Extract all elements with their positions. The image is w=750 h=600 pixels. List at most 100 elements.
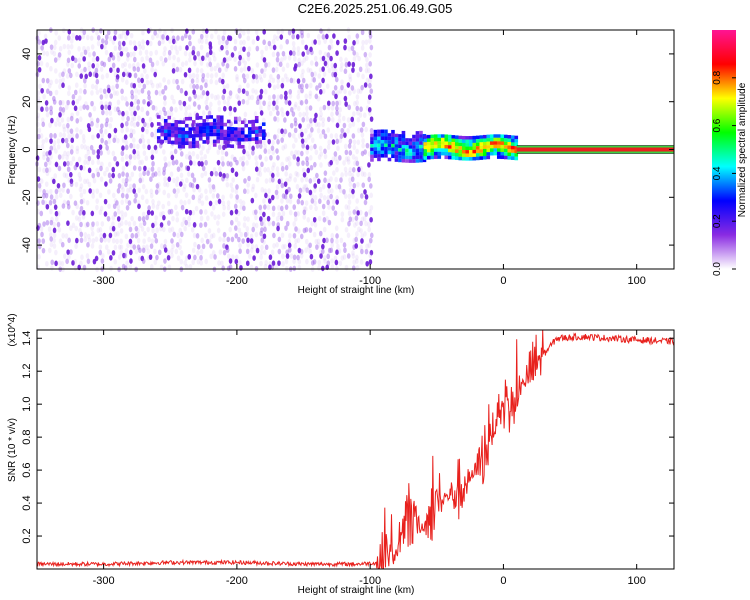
spectrogram-noise-cell	[338, 155, 342, 161]
spectrogram-noise-cell	[47, 226, 52, 232]
spectrogram-noise-cell	[347, 220, 351, 227]
spectrogram-noise-cell	[49, 65, 53, 72]
spectrogram-noise-cell	[95, 89, 100, 95]
spectrogram-noise-cell	[276, 225, 280, 232]
spectrogram-noise-cell	[191, 45, 196, 52]
spectrogram-noise-cell	[99, 205, 104, 212]
spectrogram-feature-cell	[451, 135, 456, 139]
spectrogram-feature-cell	[496, 134, 501, 138]
spectrogram-noise-cell	[100, 60, 104, 67]
spectrogram-noise-cell	[146, 209, 151, 216]
spectrogram-feature-cell	[240, 120, 245, 125]
spectrogram-noise-cell	[102, 61, 107, 68]
spectrogram-noise-cell	[61, 137, 65, 144]
spectrogram-noise-cell	[322, 104, 327, 111]
spectrogram-noise-cell	[153, 30, 157, 36]
spectrogram-feature-cell	[233, 120, 238, 124]
spectrogram-noise-cell	[157, 249, 162, 256]
spectrogram-noise-cell	[267, 188, 271, 194]
spectrogram-noise-cell	[103, 44, 107, 50]
spectrogram-feature-cell	[195, 116, 200, 120]
spectrogram-features	[156, 115, 519, 163]
spectrogram-noise-cell	[209, 139, 214, 146]
spectrogram-noise-cell	[186, 165, 191, 172]
spectrogram-noise-cell	[195, 67, 200, 74]
spectrogram-noise-cell	[74, 181, 79, 188]
spectrogram-feature-cell	[380, 129, 385, 134]
spectrogram-noise-cell	[60, 99, 65, 106]
spectrogram-noise-cell	[209, 78, 214, 85]
spectrogram-noise-cell	[360, 45, 365, 51]
spectrogram-noise-cell	[138, 177, 143, 184]
spectrogram-noise-cell	[271, 149, 275, 156]
spectrogram-feature-cell	[195, 140, 200, 145]
spectrogram-noise-cell	[53, 39, 58, 46]
spectrogram-noise-cell	[49, 132, 53, 139]
spectrogram-noise-cell	[140, 255, 145, 262]
spectrogram-noise-cell	[73, 164, 78, 171]
spectrogram-noise-cell	[284, 99, 289, 105]
colorbar-tick-label: 0.8	[712, 70, 723, 84]
spectrogram-noise-cell	[205, 238, 210, 245]
spectrogram-noise-cell	[111, 250, 116, 256]
spectrogram-noise-cell	[81, 198, 86, 204]
spectrogram-feature-cell	[156, 136, 161, 140]
spectrogram-noise-cell	[279, 44, 283, 50]
spectrogram-feature-cell	[384, 147, 388, 151]
spectrogram-noise-cell	[216, 149, 221, 155]
spectrogram-noise-cell	[197, 104, 201, 110]
spectrogram-feature-cell	[422, 158, 427, 163]
spectrogram-feature-cell	[419, 148, 423, 152]
spectrogram-noise-cell	[272, 34, 277, 40]
spectrogram-noise-cell	[172, 231, 177, 238]
spectrogram-noise-cell	[83, 236, 88, 243]
spectrogram-noise-cell	[123, 252, 128, 259]
spectrogram-noise-cell	[302, 57, 307, 63]
spectrogram-noise-cell	[271, 51, 276, 58]
spectrogram-noise-cell	[344, 171, 348, 177]
spectrogram-feature-cell	[202, 126, 207, 130]
spectrogram-noise-cell	[368, 61, 372, 67]
spectrogram-noise-cell	[62, 199, 67, 206]
spectrogram-noise-cell	[209, 73, 214, 79]
spectrogram-noise-cell	[58, 99, 63, 106]
spectrogram-feature-cell	[401, 155, 406, 160]
spectrogram-noise-cell	[57, 210, 61, 217]
spectrogram-feature-cell	[230, 133, 235, 138]
spectrogram-noise-cell	[350, 172, 355, 179]
spectrogram-feature-cell	[500, 144, 505, 149]
spectrogram-noise-cell	[69, 43, 74, 50]
spectrogram-feature-cell	[500, 155, 505, 160]
spectrogram-noise-cell	[169, 106, 174, 112]
spectrogram-noise-cell	[111, 221, 115, 227]
spectrogram-noise-cell	[251, 73, 256, 80]
spectrogram-noise-cell	[132, 66, 137, 72]
spectrogram-feature-cell	[415, 145, 420, 149]
spectrogram-noise-cell	[188, 182, 193, 188]
spectrogram-noise-cell	[124, 34, 128, 40]
spectrogram-noise-cell	[154, 189, 159, 195]
spectrogram-noise-cell	[96, 133, 100, 139]
spectrogram-noise-cell	[359, 244, 363, 251]
spectrogram-noise-cell	[225, 83, 230, 89]
spectrogram-noise-cell	[233, 203, 238, 210]
spectrogram-noise-cell	[192, 89, 196, 95]
spectrogram-noise-cell	[175, 66, 180, 73]
spectrogram-noise-cell	[321, 129, 326, 135]
spectrogram-noise-cell	[226, 160, 231, 167]
spectrogram-noise-cell	[304, 247, 308, 253]
spectrogram-noise-cell	[127, 159, 132, 166]
spectrogram-feature-cell	[468, 143, 473, 147]
spectrogram-feature-cell	[394, 137, 399, 141]
spectrogram-noise-cell	[99, 128, 104, 134]
spectrogram-noise-cell	[144, 49, 149, 56]
spectrogram-noise-cell	[285, 156, 289, 163]
spectrogram-noise-cell	[182, 100, 187, 107]
spectrogram-noise-cell	[71, 260, 75, 266]
spectrogram-noise-cell	[291, 133, 296, 139]
spectrogram-noise-cell	[184, 219, 188, 226]
spectrogram-noise-cell	[145, 214, 149, 221]
spectrogram-noise-cell	[69, 149, 74, 155]
spectrogram-noise-cell	[52, 232, 57, 239]
spectrogram-noise-cell	[195, 83, 199, 90]
